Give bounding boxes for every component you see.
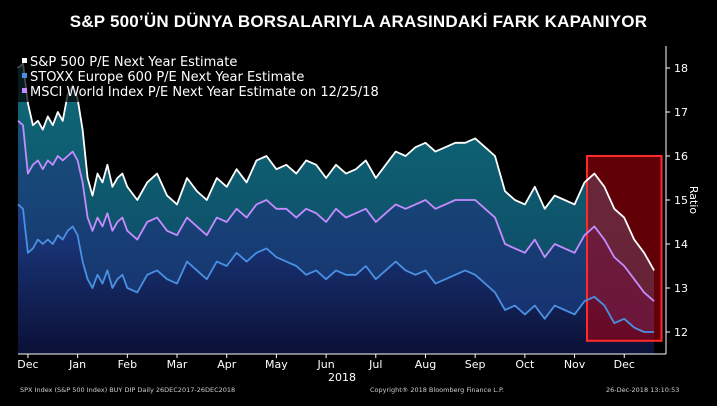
x-tick-label: Jul bbox=[368, 358, 382, 371]
x-tick-label: Aug bbox=[415, 358, 436, 371]
y-tick-label: 14 bbox=[674, 238, 688, 251]
line-stoxx600 bbox=[17, 203, 655, 333]
area-band-sp500 bbox=[18, 63, 655, 302]
legend-swatch bbox=[22, 73, 27, 78]
legend-label: S&P 500 P/E Next Year Estimate bbox=[30, 55, 237, 70]
area-band-stoxx bbox=[18, 204, 655, 354]
line-sp500 bbox=[17, 62, 655, 271]
x-tick-label: Feb bbox=[118, 358, 137, 371]
legend-box bbox=[18, 50, 390, 102]
x-tick-label: Apr bbox=[217, 358, 237, 371]
y-tick-label: 15 bbox=[674, 194, 688, 207]
x-tick-label: Oct bbox=[515, 358, 535, 371]
footer-source: SPX Index (S&P 500 Index) BUY DIP Daily … bbox=[20, 386, 236, 394]
legend-swatch bbox=[22, 88, 27, 93]
x-axis-label: 2018 bbox=[328, 371, 356, 384]
x-tick-label: Mar bbox=[167, 358, 188, 371]
legend-label: MSCI World Index P/E Next Year Estimate … bbox=[30, 85, 379, 100]
footer-timestamp: 26-Dec-2018 13:10:53 bbox=[606, 386, 680, 394]
x-tick-label: Dec bbox=[17, 358, 38, 371]
y-tick-label: 12 bbox=[674, 326, 688, 339]
legend-label: STOXX Europe 600 P/E Next Year Estimate bbox=[30, 70, 304, 85]
y-tick-label: 18 bbox=[674, 62, 688, 75]
legend-swatch bbox=[22, 58, 27, 63]
x-tick-label: Jan bbox=[68, 358, 86, 371]
line-msci-world bbox=[17, 120, 655, 302]
x-tick-label: May bbox=[265, 358, 288, 371]
chart-headline: S&P 500’ÜN DÜNYA BORSALARIYLA ARASINDAKİ… bbox=[69, 12, 648, 31]
y-axis-label: Ratio bbox=[687, 186, 700, 215]
y-tick-label: 16 bbox=[674, 150, 688, 163]
highlight-box bbox=[585, 155, 663, 342]
y-tick-label: 17 bbox=[674, 106, 688, 119]
x-tick-label: Jun bbox=[316, 358, 334, 371]
footer-copyright: Copyright® 2018 Bloomberg Finance L.P. bbox=[370, 386, 504, 394]
area-band-msci bbox=[18, 120, 655, 332]
y-tick-label: 13 bbox=[674, 282, 688, 295]
x-tick-label: Sep bbox=[465, 358, 486, 371]
x-tick-label: Nov bbox=[564, 358, 586, 371]
x-tick-label: Dec bbox=[614, 358, 635, 371]
